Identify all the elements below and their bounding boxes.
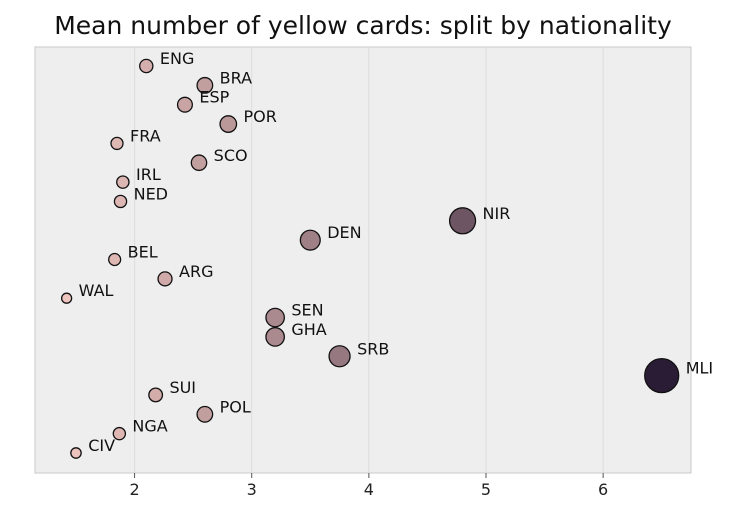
data-point-sco [190, 154, 208, 172]
data-point-esp [176, 96, 193, 113]
data-point-mli [644, 357, 680, 394]
gridlines [134, 47, 604, 473]
data-point-fra [110, 136, 124, 151]
plot-area [34, 46, 692, 474]
data-point-por [219, 115, 238, 133]
data-point-nga [112, 426, 127, 441]
data-point-wal [60, 292, 73, 304]
data-point-civ [70, 447, 82, 459]
x-tick-label: 2 [129, 480, 139, 499]
x-tick-label: 5 [481, 480, 491, 499]
data-point-ned [113, 194, 128, 209]
x-tick-label: 3 [247, 480, 257, 499]
data-label-por: POR [244, 107, 277, 126]
data-label-sen: SEN [291, 301, 323, 320]
data-label-esp: ESP [199, 88, 229, 107]
data-label-srb: SRB [357, 339, 389, 358]
data-point-bel [108, 252, 122, 267]
x-tick-label: 6 [598, 480, 608, 499]
data-label-fra: FRA [130, 126, 161, 145]
data-point-pol [196, 405, 214, 423]
data-label-sco: SCO [214, 146, 248, 165]
data-point-den [299, 229, 321, 251]
data-point-srb [328, 345, 351, 368]
data-label-arg: ARG [179, 262, 213, 281]
data-label-mli: MLI [686, 359, 713, 378]
data-label-bra: BRA [220, 68, 252, 87]
data-point-nir [448, 207, 477, 235]
data-label-ned: NED [134, 184, 168, 203]
data-label-gha: GHA [291, 320, 326, 339]
data-label-wal: WAL [79, 281, 114, 300]
data-label-den: DEN [327, 223, 361, 242]
data-label-eng: ENG [160, 49, 194, 68]
data-label-pol: POL [220, 397, 251, 416]
data-label-civ: CIV [88, 436, 115, 455]
data-point-sen [265, 307, 285, 328]
chart-title: Mean number of yellow cards: split by na… [54, 11, 672, 40]
data-point-irl [116, 175, 130, 189]
data-point-sui [148, 387, 164, 403]
data-label-sui: SUI [169, 378, 196, 397]
data-point-bra [196, 76, 214, 94]
data-label-nir: NIR [483, 204, 511, 223]
data-point-eng [139, 58, 154, 74]
data-label-bel: BEL [128, 243, 158, 262]
data-point-gha [265, 327, 285, 347]
data-point-arg [157, 271, 173, 287]
data-label-nga: NGA [132, 417, 167, 436]
x-tick-label: 4 [364, 480, 374, 499]
x-axis: 2 3 4 5 6 [129, 473, 608, 499]
data-label-irl: IRL [136, 165, 161, 184]
